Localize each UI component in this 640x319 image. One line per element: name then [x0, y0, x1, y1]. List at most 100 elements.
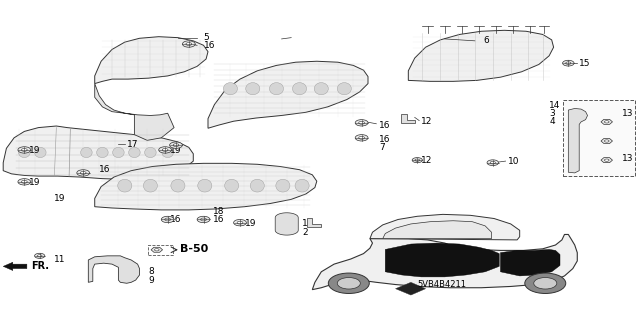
Circle shape: [355, 120, 368, 126]
Polygon shape: [275, 213, 298, 235]
Ellipse shape: [292, 83, 307, 95]
Bar: [148, 245, 173, 255]
Ellipse shape: [225, 179, 239, 192]
Text: 16: 16: [379, 135, 390, 144]
Polygon shape: [601, 119, 612, 124]
Text: 13: 13: [622, 109, 634, 118]
Ellipse shape: [19, 147, 30, 158]
Circle shape: [18, 147, 31, 153]
Ellipse shape: [118, 179, 132, 192]
Circle shape: [21, 181, 27, 183]
Text: 7: 7: [379, 143, 385, 152]
Ellipse shape: [246, 83, 260, 95]
Text: 2: 2: [302, 228, 308, 237]
Circle shape: [604, 121, 609, 123]
Ellipse shape: [35, 147, 46, 158]
Circle shape: [237, 221, 243, 224]
Circle shape: [201, 218, 206, 221]
Text: 19: 19: [54, 194, 66, 203]
Circle shape: [165, 218, 170, 221]
Text: 16: 16: [170, 215, 181, 224]
Circle shape: [563, 60, 574, 66]
Text: 12: 12: [421, 156, 433, 165]
Text: 11: 11: [54, 255, 66, 263]
Text: 3: 3: [549, 109, 555, 118]
Text: 17: 17: [127, 140, 138, 149]
Circle shape: [18, 179, 31, 185]
Circle shape: [566, 62, 571, 64]
Ellipse shape: [97, 147, 108, 158]
Circle shape: [197, 216, 210, 223]
Bar: [563, 100, 635, 176]
Ellipse shape: [145, 147, 156, 158]
Text: 19: 19: [29, 178, 40, 187]
Circle shape: [525, 273, 566, 293]
Ellipse shape: [162, 147, 173, 158]
Circle shape: [358, 137, 365, 139]
Text: 16: 16: [212, 215, 224, 224]
Circle shape: [159, 147, 172, 153]
Ellipse shape: [129, 147, 140, 158]
Polygon shape: [95, 84, 174, 140]
Polygon shape: [312, 234, 577, 290]
Polygon shape: [3, 126, 193, 179]
Circle shape: [182, 41, 195, 47]
Circle shape: [35, 253, 45, 258]
Ellipse shape: [337, 83, 351, 95]
Text: 5: 5: [204, 33, 209, 42]
Circle shape: [37, 255, 42, 257]
Text: 18: 18: [212, 207, 224, 216]
Ellipse shape: [143, 179, 157, 192]
Circle shape: [170, 142, 182, 148]
Polygon shape: [500, 249, 560, 276]
Circle shape: [163, 149, 168, 151]
Text: 16: 16: [204, 41, 215, 50]
Circle shape: [534, 278, 557, 289]
Circle shape: [415, 159, 420, 161]
Circle shape: [412, 158, 422, 163]
Circle shape: [355, 135, 368, 141]
Circle shape: [337, 278, 360, 289]
Text: 9: 9: [148, 276, 154, 285]
Text: 1: 1: [302, 219, 308, 228]
Polygon shape: [601, 138, 612, 144]
Circle shape: [604, 140, 609, 142]
Circle shape: [358, 122, 365, 124]
Polygon shape: [601, 158, 612, 163]
Circle shape: [77, 170, 90, 176]
Circle shape: [490, 161, 495, 164]
Ellipse shape: [269, 83, 284, 95]
Circle shape: [81, 172, 86, 174]
Ellipse shape: [223, 83, 237, 95]
Polygon shape: [95, 37, 208, 84]
Circle shape: [161, 216, 174, 223]
Ellipse shape: [295, 179, 309, 192]
Text: 15: 15: [579, 59, 591, 68]
Ellipse shape: [81, 147, 92, 158]
Polygon shape: [208, 61, 368, 128]
Text: FR.: FR.: [31, 261, 49, 271]
Text: 12: 12: [421, 117, 433, 126]
Polygon shape: [385, 243, 499, 277]
Text: 19: 19: [244, 219, 256, 228]
Text: 14: 14: [549, 101, 561, 110]
Ellipse shape: [113, 147, 124, 158]
Circle shape: [154, 249, 159, 251]
Polygon shape: [151, 247, 163, 252]
Circle shape: [21, 149, 27, 151]
Text: 19: 19: [29, 146, 40, 155]
Text: 19: 19: [170, 146, 181, 155]
Circle shape: [234, 219, 246, 226]
Text: 5VB4B4211: 5VB4B4211: [417, 280, 467, 289]
Ellipse shape: [276, 179, 290, 192]
Circle shape: [604, 159, 609, 161]
Polygon shape: [408, 30, 554, 81]
Ellipse shape: [198, 179, 212, 192]
Polygon shape: [401, 114, 415, 123]
Polygon shape: [383, 221, 492, 239]
Polygon shape: [88, 256, 140, 283]
Ellipse shape: [171, 179, 185, 192]
Text: B-50: B-50: [180, 244, 209, 255]
Ellipse shape: [314, 83, 328, 95]
Text: 10: 10: [508, 157, 519, 166]
